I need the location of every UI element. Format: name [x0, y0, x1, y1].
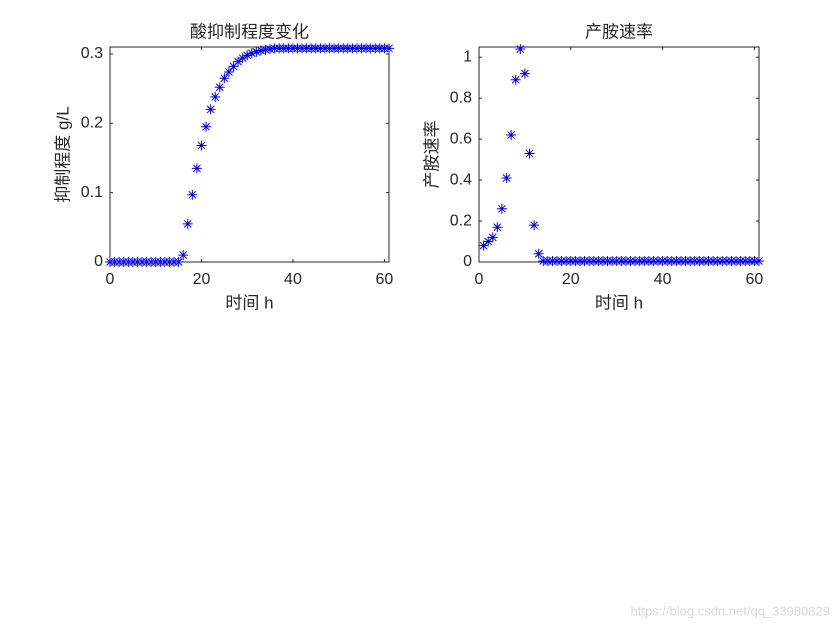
point [506, 130, 517, 141]
point [191, 163, 202, 174]
plot-area [478, 46, 760, 263]
y-tick-label: 0 [463, 253, 472, 270]
x-tick-label: 20 [193, 271, 211, 288]
chart-title: 产胺速率 [585, 22, 653, 41]
point [214, 82, 225, 93]
plot-area [109, 46, 390, 263]
point [187, 189, 198, 200]
point [182, 218, 193, 229]
watermark: https://blog.csdn.net/qq_33980829 [631, 603, 831, 618]
point [754, 255, 764, 266]
y-tick-label: 0.3 [81, 45, 103, 62]
point [246, 48, 257, 59]
point [251, 46, 262, 57]
x-tick-label: 0 [106, 271, 115, 288]
y-tick-label: 0.8 [450, 89, 472, 106]
point [492, 222, 503, 233]
x-tick-label: 20 [562, 271, 580, 288]
point [524, 148, 535, 159]
point [260, 44, 271, 55]
x-axis-label: 时间 h [595, 293, 643, 312]
point [223, 66, 234, 77]
point [233, 56, 244, 67]
point [487, 232, 498, 243]
y-tick-label: 0.2 [450, 212, 472, 229]
point [483, 236, 494, 247]
x-tick-label: 60 [746, 271, 764, 288]
point [201, 121, 212, 132]
point [510, 74, 521, 85]
y-tick-label: 0 [94, 253, 103, 270]
point [384, 43, 394, 54]
chart-title: 酸抑制程度变化 [190, 22, 309, 41]
point [265, 44, 276, 55]
point [237, 53, 248, 64]
y-tick-label: 0.4 [450, 171, 472, 188]
point [533, 248, 544, 259]
y-tick-label: 1 [463, 48, 472, 65]
y-axis-label: 抑制程度 g/L [53, 106, 72, 202]
point [196, 140, 207, 151]
point [173, 257, 184, 267]
y-tick-label: 0.2 [81, 115, 103, 132]
point [219, 73, 230, 84]
point [210, 91, 221, 102]
point [255, 45, 266, 56]
y-tick-label: 0.6 [450, 130, 472, 147]
point [228, 61, 239, 72]
point [205, 104, 216, 115]
y-tick-label: 0.1 [81, 184, 103, 201]
point [478, 240, 489, 251]
x-tick-label: 40 [654, 271, 672, 288]
point [519, 68, 530, 79]
x-tick-label: 0 [475, 271, 484, 288]
point [178, 250, 189, 261]
point [529, 220, 540, 231]
x-axis-label: 时间 h [225, 293, 273, 312]
point [501, 173, 512, 184]
point [496, 203, 507, 214]
point [515, 44, 526, 55]
point [242, 50, 253, 61]
x-tick-label: 60 [376, 271, 394, 288]
y-axis-label: 产胺速率 [422, 121, 441, 189]
x-tick-label: 40 [284, 271, 302, 288]
